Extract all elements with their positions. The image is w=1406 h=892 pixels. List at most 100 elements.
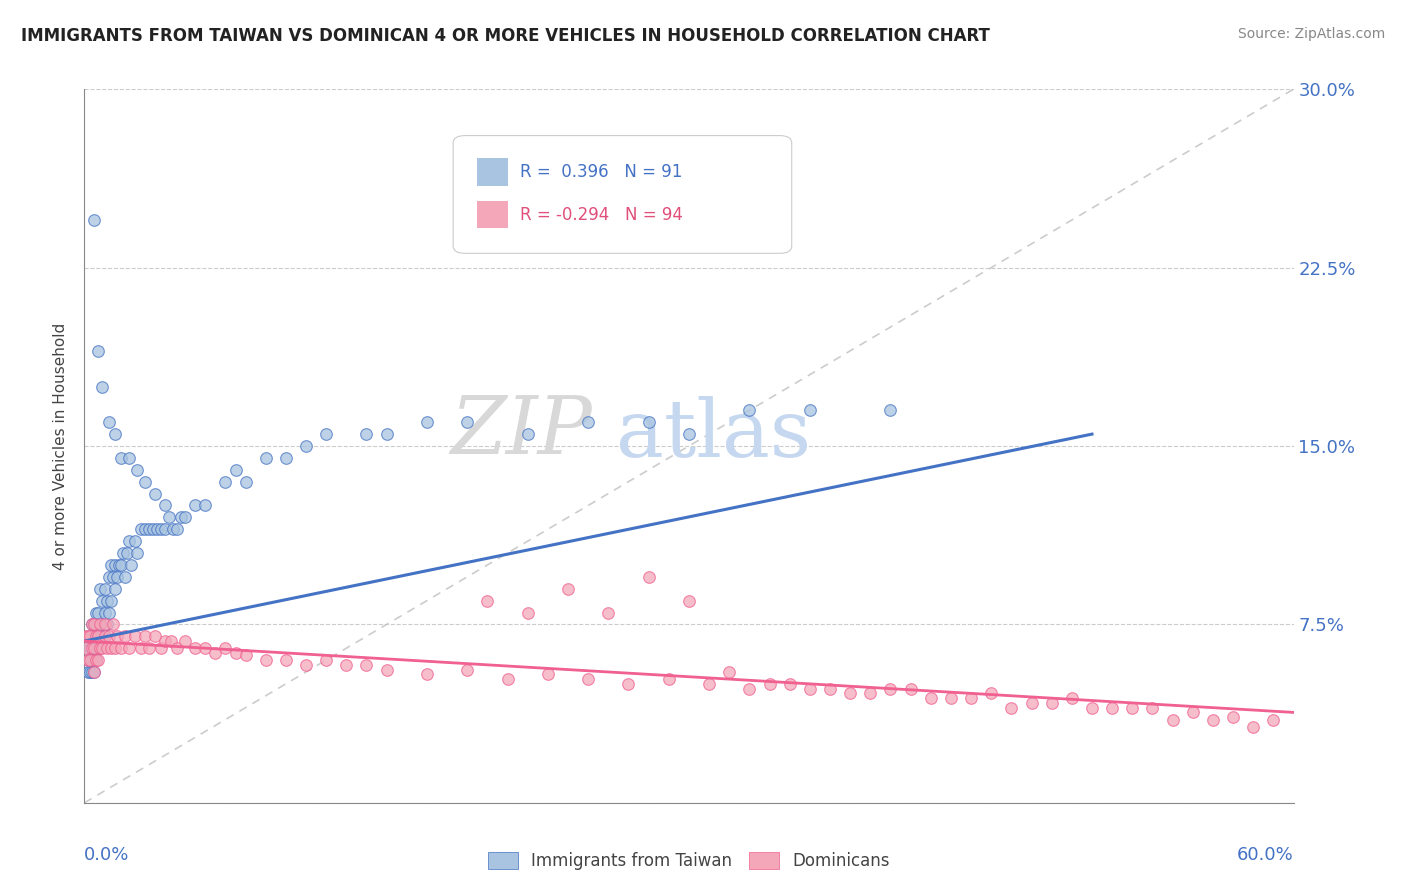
Point [162,522,184,536]
Point [101,570,124,584]
FancyBboxPatch shape [478,159,508,186]
Point [75,629,97,643]
Point [118,450,141,465]
Point [1021,696,1043,710]
Point [637,415,659,429]
Point [77,629,100,643]
Point [1202,713,1225,727]
Point [97,629,120,643]
Point [859,686,882,700]
Point [86,641,108,656]
Point [124,534,146,549]
Point [143,629,166,643]
Point [129,522,152,536]
Point [118,534,141,549]
Point [93,582,115,596]
Point [637,570,659,584]
Point [86,653,108,667]
Text: ZIP: ZIP [450,393,592,470]
Point [416,415,439,429]
Point [91,629,114,643]
Point [86,606,108,620]
Point [79,665,101,679]
Point [115,546,138,560]
Point [1000,700,1022,714]
Point [254,653,277,667]
Point [980,686,1002,700]
Point [86,629,108,643]
Point [1101,700,1123,714]
Point [83,665,105,679]
Point [87,343,110,358]
Point [97,606,120,620]
Point [496,672,519,686]
Point [157,510,180,524]
Point [97,415,120,429]
Point [89,641,111,656]
Point [235,475,257,489]
Point [274,450,297,465]
Point [900,681,922,696]
Point [107,558,129,572]
Point [111,546,134,560]
Text: R = -0.294   N = 94: R = -0.294 N = 94 [520,206,682,224]
Point [83,665,105,679]
Point [110,641,132,656]
Point [920,691,942,706]
Point [82,653,104,667]
Point [295,657,318,672]
Y-axis label: 4 or more Vehicles in Household: 4 or more Vehicles in Household [53,322,69,570]
Point [82,641,104,656]
Point [153,499,176,513]
Point [100,593,122,607]
Point [97,570,120,584]
Point [93,629,115,643]
Point [120,558,142,572]
Point [184,641,207,656]
Point [1142,700,1164,714]
Point [110,450,132,465]
Point [83,617,105,632]
Point [194,641,217,656]
Point [77,653,100,667]
Point [1161,713,1184,727]
Point [537,667,560,681]
Point [142,522,165,536]
Point [718,665,741,679]
Point [87,653,110,667]
Point [125,463,148,477]
Point [153,634,176,648]
Point [79,629,101,643]
Point [678,593,700,607]
Point [170,510,193,524]
Point [93,617,115,632]
Point [194,499,217,513]
Point [110,558,132,572]
Point [104,582,127,596]
Point [799,681,821,696]
Point [83,641,105,656]
Point [214,475,236,489]
Point [100,641,122,656]
Point [96,617,118,632]
Point [89,617,111,632]
Point [516,427,538,442]
Point [758,677,780,691]
Point [77,653,100,667]
Point [214,641,236,656]
Point [83,213,105,227]
Point [166,641,188,656]
Point [225,463,247,477]
Point [254,450,277,465]
Point [1181,706,1204,720]
Point [114,570,136,584]
Point [335,657,357,672]
Point [235,648,257,663]
Point [91,379,114,393]
Point [91,593,114,607]
Point [79,641,101,656]
Point [86,653,108,667]
Point [149,641,172,656]
Point [118,641,141,656]
Point [1222,710,1244,724]
